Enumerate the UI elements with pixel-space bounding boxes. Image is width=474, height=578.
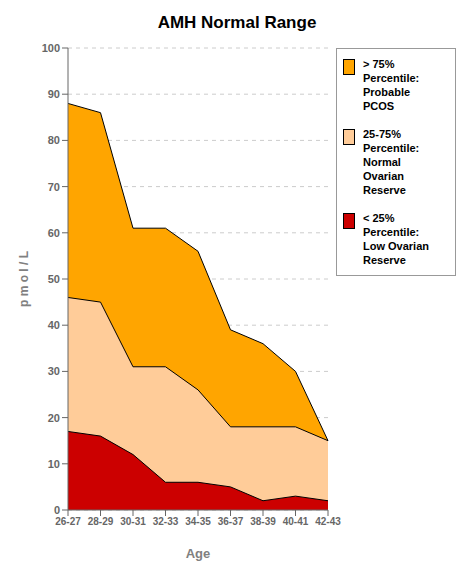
svg-text:30-31: 30-31 [120,516,146,527]
svg-text:34-35: 34-35 [185,516,211,527]
svg-text:Age: Age [186,546,211,561]
html-text:25-75%: 25-75% [363,128,401,140]
svg-text:40: 40 [48,319,60,331]
html-text:> 75%: > 75% [363,58,395,70]
svg-text:90: 90 [48,88,60,100]
html-text:Probable: Probable [363,86,411,98]
svg-text:26-27: 26-27 [55,516,81,527]
svg-text:p m o l / L: p m o l / L [17,251,31,307]
svg-text:30: 30 [48,365,60,377]
html-text:Reserve: Reserve [363,254,406,266]
svg-text:32-33: 32-33 [153,516,179,527]
html-text:Low Ovarian: Low Ovarian [363,240,429,252]
html-text:PCOS: PCOS [363,100,395,112]
svg-text:100: 100 [42,42,60,54]
svg-text:42-43: 42-43 [315,516,341,527]
svg-text:80: 80 [48,134,60,146]
svg-text:38-39: 38-39 [250,516,276,527]
html-text:Normal: Normal [363,156,401,168]
html-text:Percentile:: Percentile: [363,142,420,154]
svg-text:28-29: 28-29 [88,516,114,527]
svg-text:36-37: 36-37 [218,516,244,527]
svg-text:50: 50 [48,273,60,285]
svg-text:60: 60 [48,227,60,239]
html-text:Percentile:: Percentile: [363,226,420,238]
html-text:AMH Normal Range: AMH Normal Range [157,13,317,32]
html-text:Ovarian: Ovarian [363,170,404,182]
svg-text:40-41: 40-41 [283,516,309,527]
svg-text:70: 70 [48,181,60,193]
svg-text:0: 0 [54,504,60,516]
svg-text:10: 10 [48,458,60,470]
html-text:Percentile:: Percentile: [363,72,420,84]
html-text:< 25%: < 25% [363,212,395,224]
html-text:Reserve: Reserve [363,184,406,196]
svg-text:20: 20 [48,412,60,424]
